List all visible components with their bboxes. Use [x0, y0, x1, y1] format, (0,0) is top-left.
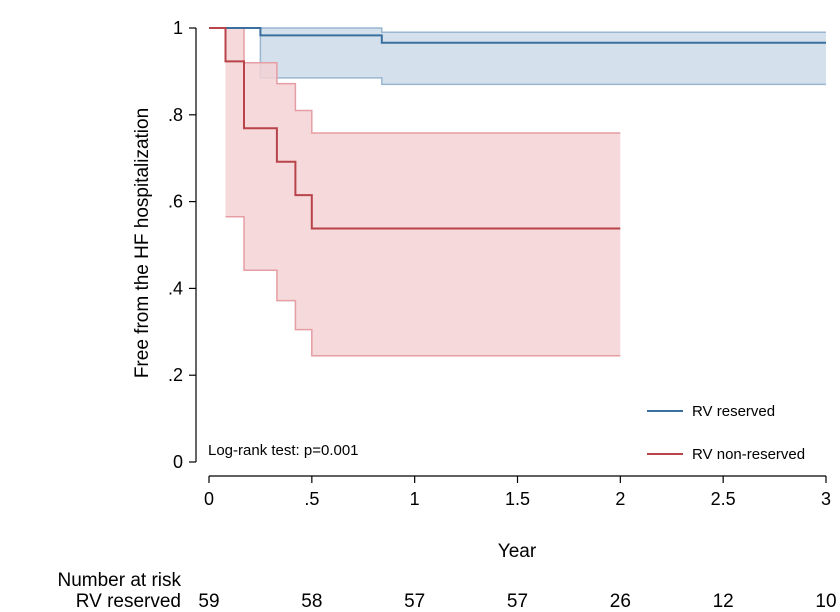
y-tick-label: .8 [168, 105, 183, 125]
risk-row-label: RV reserved [76, 591, 181, 612]
risk-value: 26 [610, 591, 631, 612]
risk-value: 57 [404, 591, 425, 612]
x-ticks: 0 .5 1 1.5 2 2.5 3 [204, 476, 831, 509]
legend-label-rv-reserved: RV reserved [692, 403, 775, 420]
x-axis-title: Year [498, 541, 537, 562]
y-tick-label: .4 [168, 278, 183, 298]
x-tick-label: 2 [615, 489, 625, 509]
risk-value: 57 [507, 591, 528, 612]
x-tick-label: 1.5 [505, 489, 530, 509]
legend: RV reserved RV non-reserved [647, 403, 805, 463]
number-at-risk-table: Number at risk RV reserved 59 58 57 57 26 12 10… [38, 570, 837, 612]
legend-label-rv-non-reserved: RV non-reserved [692, 446, 805, 463]
x-tick-label: 0 [204, 489, 214, 509]
confidence-bands [226, 28, 827, 356]
y-tick-label: .2 [168, 365, 183, 385]
x-tick-label: 1 [410, 489, 420, 509]
risk-value: 12 [713, 591, 734, 612]
y-tick-label: 1 [173, 18, 183, 38]
x-tick-label: .5 [304, 489, 319, 509]
risk-table-title: Number at risk [57, 570, 181, 591]
ci-band-rv-reserved [226, 28, 827, 84]
risk-value: 10 [815, 591, 836, 612]
y-tick-label: 0 [173, 452, 183, 472]
x-tick-label: 3 [821, 489, 831, 509]
risk-value: 59 [198, 591, 219, 612]
log-rank-annotation: Log-rank test: p=0.001 [208, 442, 359, 459]
risk-value: 58 [301, 591, 322, 612]
y-axis-title: Free from the HF hospitalization [132, 108, 153, 378]
y-tick-label: .6 [168, 192, 183, 212]
y-ticks: 0 .2 .4 .6 .8 1 [168, 18, 196, 472]
x-tick-label: 2.5 [711, 489, 736, 509]
